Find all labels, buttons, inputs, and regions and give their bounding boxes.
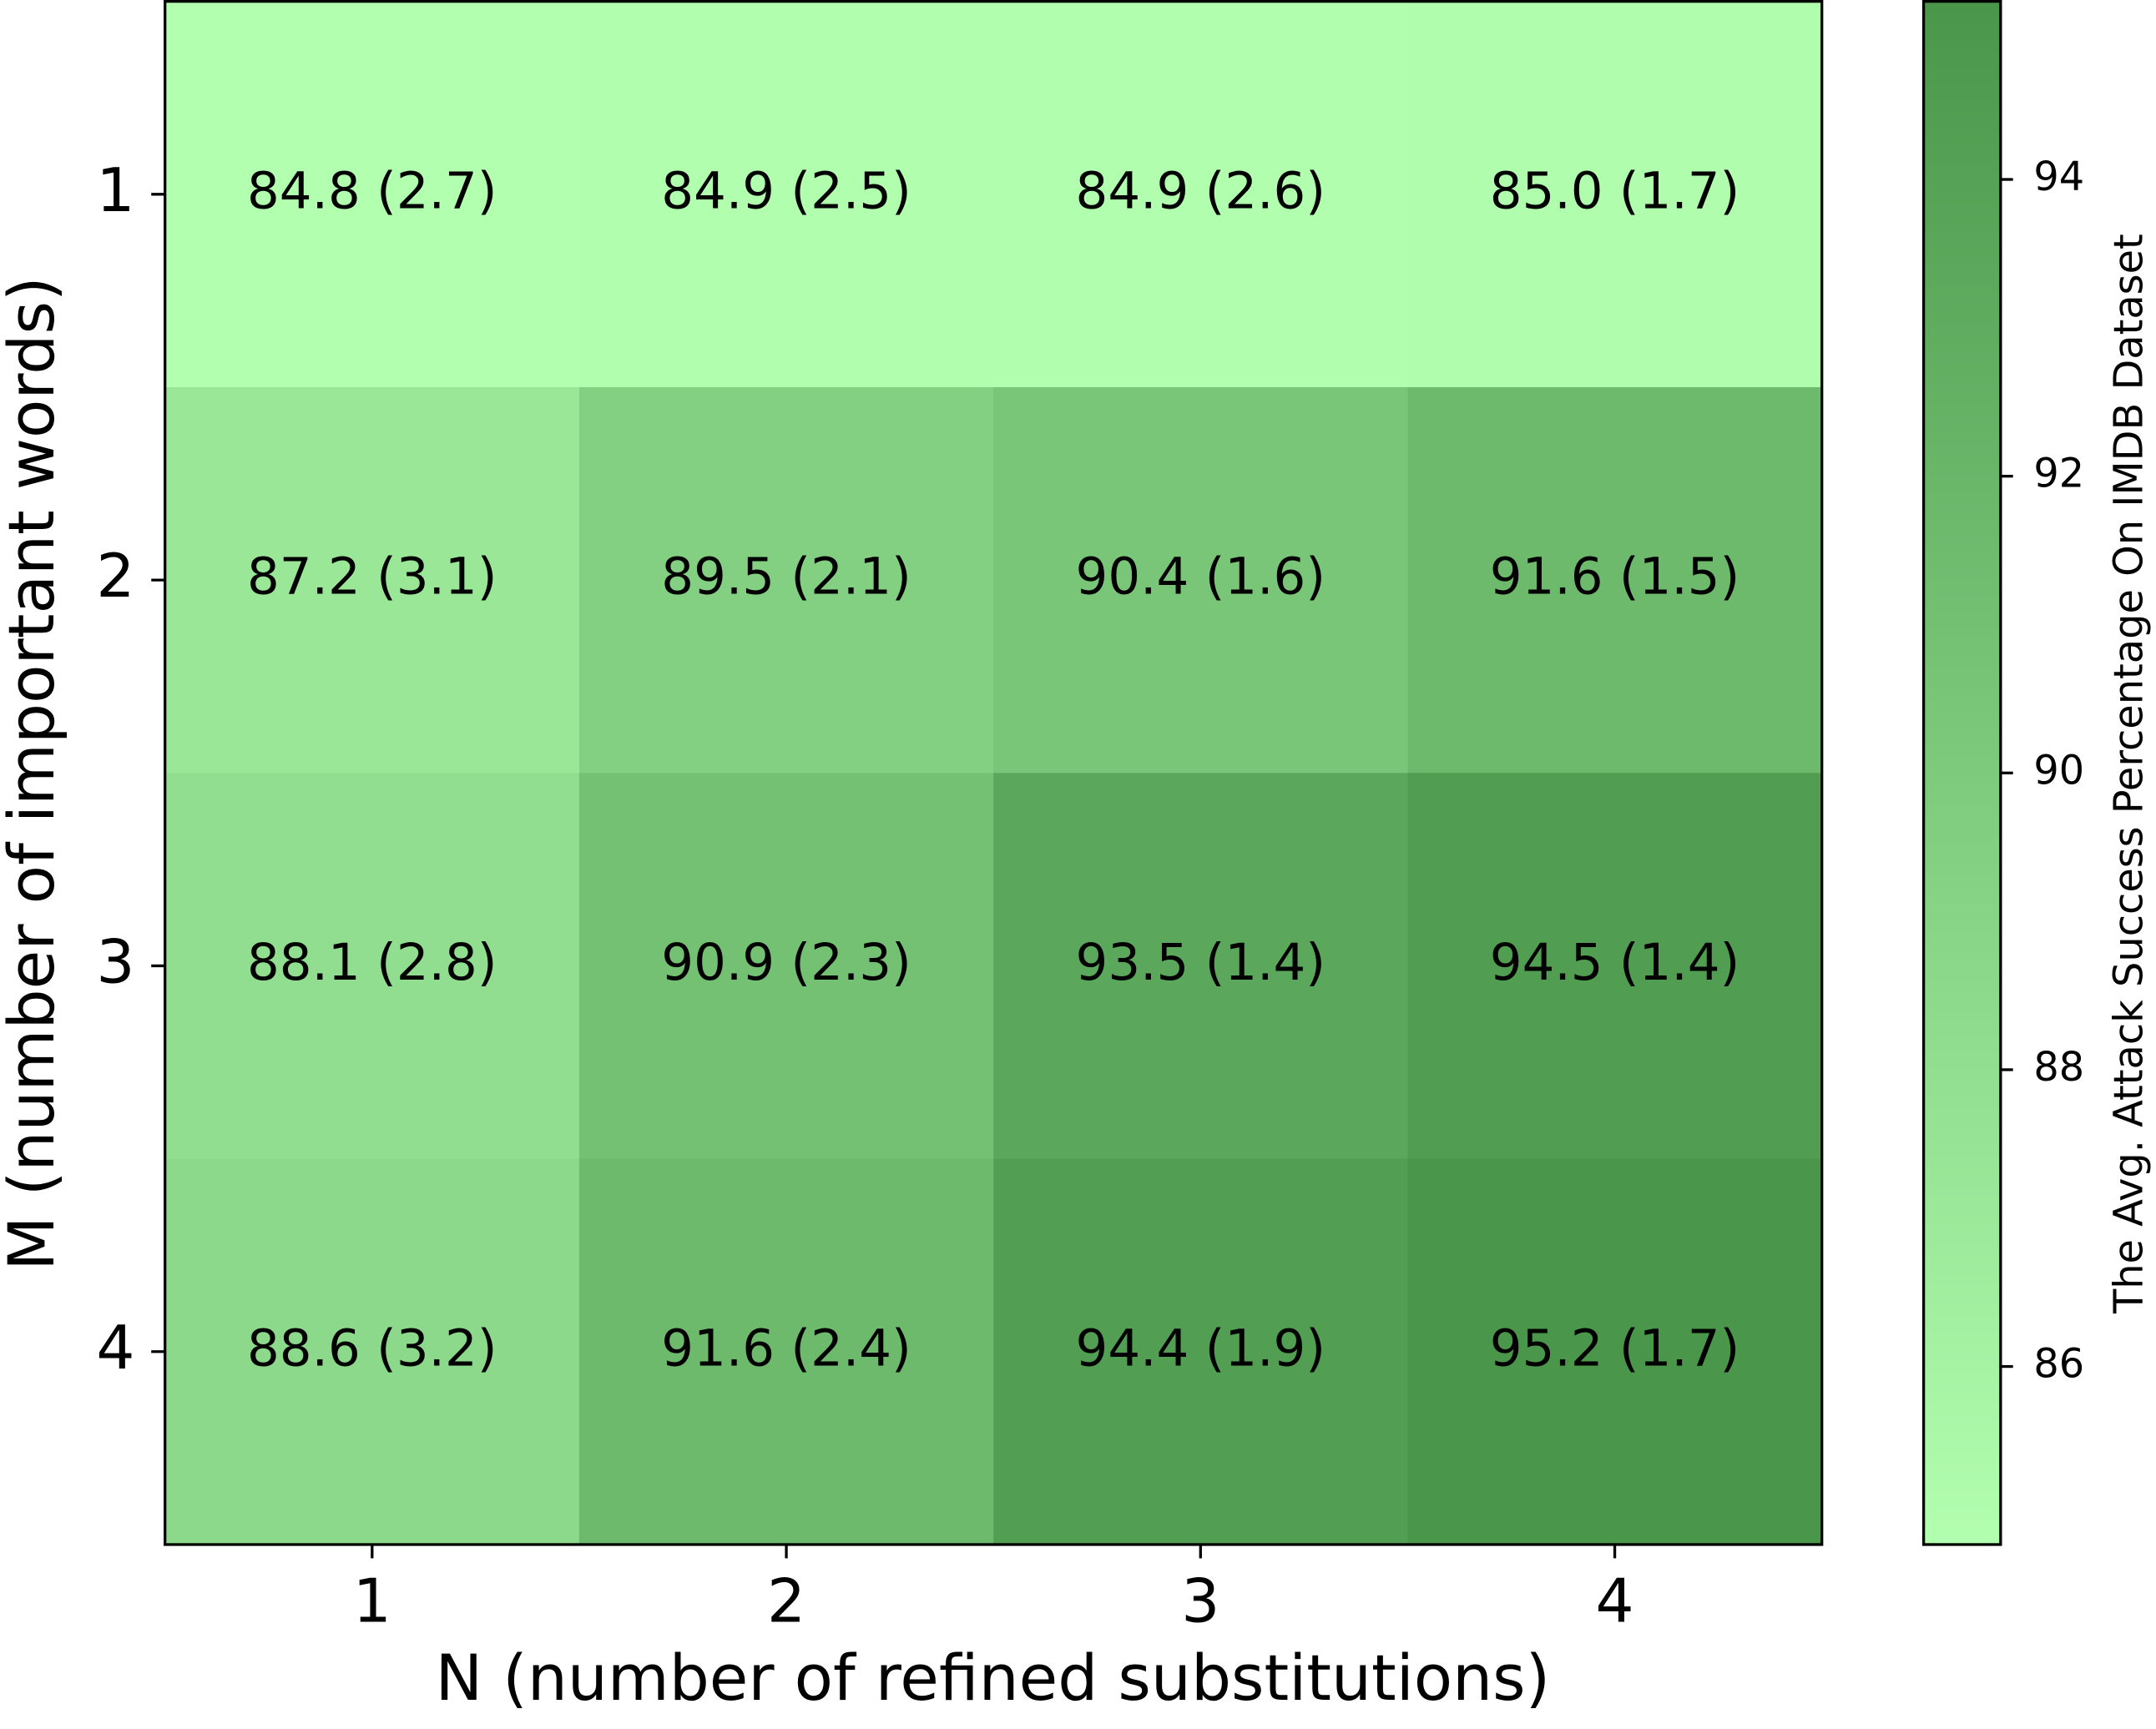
colorbar-label: The Avg. Attack Success Percentage On IM… bbox=[2106, 234, 2152, 1314]
cell-label: 90.9 (2.3) bbox=[661, 933, 911, 992]
heatmap-cell bbox=[578, 386, 995, 774]
y-axis-label: M (number of important words) bbox=[0, 276, 68, 1270]
x-tick-label: 1 bbox=[353, 1567, 391, 1637]
cell-label: 84.9 (2.5) bbox=[661, 161, 911, 220]
heatmap-cell bbox=[1407, 773, 1823, 1160]
heatmap-cell bbox=[1407, 386, 1823, 774]
heatmap-cell bbox=[164, 1, 580, 388]
heatmap-cell bbox=[1407, 1, 1823, 388]
colorbar-tick-label: 90 bbox=[2033, 748, 2084, 794]
colorbar-tick-label: 94 bbox=[2033, 154, 2084, 200]
y-tick-label: 1 bbox=[96, 156, 134, 226]
heatmap-cell bbox=[164, 773, 580, 1160]
cell-label: 88.1 (2.8) bbox=[247, 933, 497, 992]
heatmap-cell bbox=[164, 1158, 580, 1545]
cell-label: 88.6 (3.2) bbox=[247, 1318, 497, 1378]
y-tick-label: 3 bbox=[96, 927, 134, 997]
colorbar bbox=[1921, 0, 2002, 1546]
colorbar-tick-label: 86 bbox=[2033, 1342, 2084, 1388]
heatmap-cell bbox=[993, 386, 1409, 774]
heatmap-cell bbox=[164, 386, 580, 774]
cell-label: 95.2 (1.7) bbox=[1490, 1318, 1740, 1378]
heatmap-cell bbox=[578, 773, 995, 1160]
cell-label: 85.0 (1.7) bbox=[1490, 161, 1740, 220]
heatmap-cell bbox=[993, 1158, 1409, 1545]
cell-label: 84.9 (2.6) bbox=[1076, 161, 1326, 220]
cell-label: 91.6 (2.4) bbox=[661, 1318, 911, 1378]
x-axis-label: N (number of refined substitutions) bbox=[436, 1641, 1551, 1715]
x-tick-label: 4 bbox=[1596, 1567, 1634, 1637]
heatmap-cell bbox=[993, 1, 1409, 388]
cell-label: 84.8 (2.7) bbox=[247, 161, 497, 220]
y-tick-label: 2 bbox=[96, 542, 134, 612]
cell-label: 87.2 (3.1) bbox=[247, 547, 497, 607]
x-tick-label: 3 bbox=[1181, 1567, 1219, 1637]
cell-label: 89.5 (2.1) bbox=[661, 547, 911, 607]
heatmap-cell bbox=[1407, 1158, 1823, 1545]
y-tick-label: 4 bbox=[96, 1313, 134, 1384]
cell-label: 90.4 (1.6) bbox=[1076, 547, 1326, 607]
heatmap-cell bbox=[578, 1158, 995, 1545]
colorbar-tick-label: 88 bbox=[2033, 1045, 2084, 1091]
cell-label: 94.4 (1.9) bbox=[1076, 1318, 1326, 1378]
cell-label: 93.5 (1.4) bbox=[1076, 933, 1326, 992]
heatmap-cell bbox=[578, 1, 995, 388]
x-tick-label: 2 bbox=[767, 1567, 805, 1637]
plot-frame bbox=[164, 0, 1824, 1546]
colorbar-tick-label: 92 bbox=[2033, 451, 2084, 497]
cell-label: 94.5 (1.4) bbox=[1490, 933, 1740, 992]
cell-label: 91.6 (1.5) bbox=[1490, 547, 1740, 607]
heatmap-cell bbox=[993, 773, 1409, 1160]
